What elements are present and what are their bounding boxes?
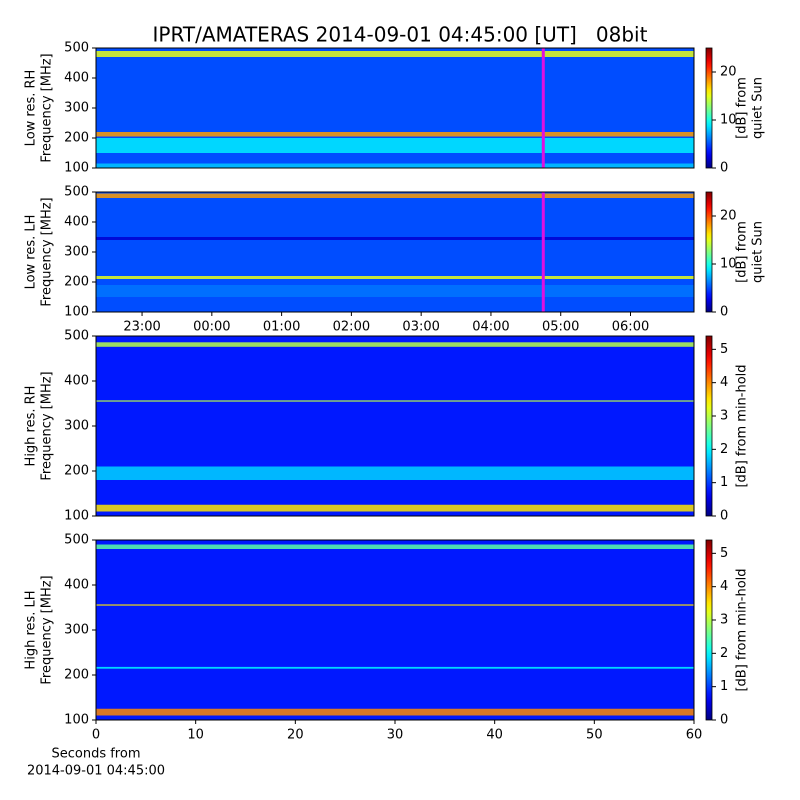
y-axis-label: Low res. RH xyxy=(24,70,39,147)
x-tick-label: 01:00 xyxy=(263,320,300,335)
colorbar-label: quiet Sun xyxy=(751,77,766,139)
x-tick-label: 60 xyxy=(686,728,703,743)
y-tick-label: 200 xyxy=(64,275,89,290)
x-tick-label: 04:00 xyxy=(472,320,509,335)
colorbar-tick-label: 5 xyxy=(720,342,728,357)
y-tick-label: 100 xyxy=(64,305,89,320)
colorbar xyxy=(705,539,713,721)
colorbar-tick-label: 4 xyxy=(720,579,728,594)
y-tick-label: 100 xyxy=(64,713,89,728)
colorbar-tick-label: 2 xyxy=(720,442,728,457)
colorbar-tick-label: 1 xyxy=(720,475,728,490)
colorbar-label: [dB] from min-hold xyxy=(735,568,750,691)
spectrogram-background xyxy=(96,336,694,516)
y-tick-label: 400 xyxy=(64,578,89,593)
x-tick-label: 05:00 xyxy=(542,320,579,335)
colorbar-tick-label: 3 xyxy=(720,613,728,628)
spectrogram-band xyxy=(96,466,694,480)
spectrogram-band xyxy=(96,51,694,57)
spectrogram-band xyxy=(96,604,694,606)
colorbar-tick-label: 5 xyxy=(720,546,728,561)
x-tick-label: 02:00 xyxy=(333,320,370,335)
colorbar-tick-label: 20 xyxy=(720,209,737,224)
y-tick-label: 300 xyxy=(64,623,89,638)
spectrogram-band xyxy=(96,163,694,168)
colorbar-tick-label: 4 xyxy=(720,375,728,390)
colorbar-label: quiet Sun xyxy=(751,221,766,283)
colorbar xyxy=(705,191,713,313)
colorbar-label: [dB] from xyxy=(735,221,750,283)
spectrogram-band xyxy=(96,276,694,279)
y-axis-label: Frequency [MHz] xyxy=(40,371,55,480)
x-tick-label: 40 xyxy=(486,728,503,743)
y-axis-label: High res. RH xyxy=(24,386,39,467)
spectrogram-band xyxy=(96,400,694,402)
x-tick-label: 23:00 xyxy=(123,320,160,335)
colorbar-tick-label: 0 xyxy=(720,713,728,728)
y-tick-label: 200 xyxy=(64,464,89,479)
y-tick-label: 300 xyxy=(64,245,89,260)
spectrogram-band xyxy=(96,342,694,347)
x-tick-label: 00:00 xyxy=(193,320,230,335)
colorbar-tick-label: 3 xyxy=(720,409,728,424)
colorbar-tick-label: 20 xyxy=(720,65,737,80)
colorbar xyxy=(705,335,713,517)
y-tick-label: 200 xyxy=(64,131,89,146)
y-tick-label: 400 xyxy=(64,215,89,230)
y-axis-label: Frequency [MHz] xyxy=(40,575,55,684)
y-tick-label: 400 xyxy=(64,71,89,86)
spectrogram-band xyxy=(96,504,694,512)
spectrogram-band xyxy=(96,132,694,137)
y-tick-label: 500 xyxy=(64,185,89,200)
spectrogram-band xyxy=(96,138,694,153)
y-axis-label: Low res. LH xyxy=(24,215,39,290)
x-tick-label: 50 xyxy=(586,728,603,743)
colorbar xyxy=(705,47,713,169)
colorbar-tick-label: 1 xyxy=(720,679,728,694)
colorbar-tick-label: 0 xyxy=(720,305,728,320)
x-tick-label: 10 xyxy=(187,728,204,743)
y-tick-label: 100 xyxy=(64,161,89,176)
x-axis-label: 2014-09-01 04:45:00 xyxy=(27,764,165,779)
x-axis-label: Seconds from xyxy=(51,747,140,762)
colorbar-tick-label: 2 xyxy=(720,646,728,661)
y-axis-label: Frequency [MHz] xyxy=(40,197,55,306)
colorbar-tick-label: 10 xyxy=(720,257,737,272)
colorbar-tick-label: 0 xyxy=(720,161,728,176)
y-tick-label: 300 xyxy=(64,101,89,116)
spectrogram-band xyxy=(96,666,694,669)
y-tick-label: 500 xyxy=(64,41,89,56)
y-tick-label: 500 xyxy=(64,329,89,344)
colorbar-tick-label: 0 xyxy=(720,509,728,524)
y-tick-label: 500 xyxy=(64,533,89,548)
chart-title: IPRT/AMATERAS 2014-09-01 04:45:00 [UT] 0… xyxy=(153,23,648,47)
y-tick-label: 100 xyxy=(64,509,89,524)
y-axis-label: Frequency [MHz] xyxy=(40,53,55,162)
y-tick-label: 300 xyxy=(64,419,89,434)
x-tick-label: 0 xyxy=(92,728,100,743)
spectrogram-band xyxy=(96,708,694,716)
colorbar-tick-label: 10 xyxy=(720,113,737,128)
x-tick-label: 06:00 xyxy=(612,320,649,335)
spectrogram-background xyxy=(96,540,694,720)
spectrogram-band xyxy=(96,285,694,297)
y-tick-label: 200 xyxy=(64,668,89,683)
x-tick-label: 03:00 xyxy=(402,320,439,335)
spectrogram-band xyxy=(96,237,694,240)
spectrogram-band xyxy=(96,193,694,198)
spectrogram-band xyxy=(96,544,694,549)
colorbar-label: [dB] from min-hold xyxy=(735,364,750,487)
y-axis-label: High res. LH xyxy=(24,590,39,669)
y-tick-label: 400 xyxy=(64,374,89,389)
colorbar-label: [dB] from xyxy=(735,77,750,139)
x-tick-label: 30 xyxy=(387,728,404,743)
x-tick-label: 20 xyxy=(287,728,304,743)
